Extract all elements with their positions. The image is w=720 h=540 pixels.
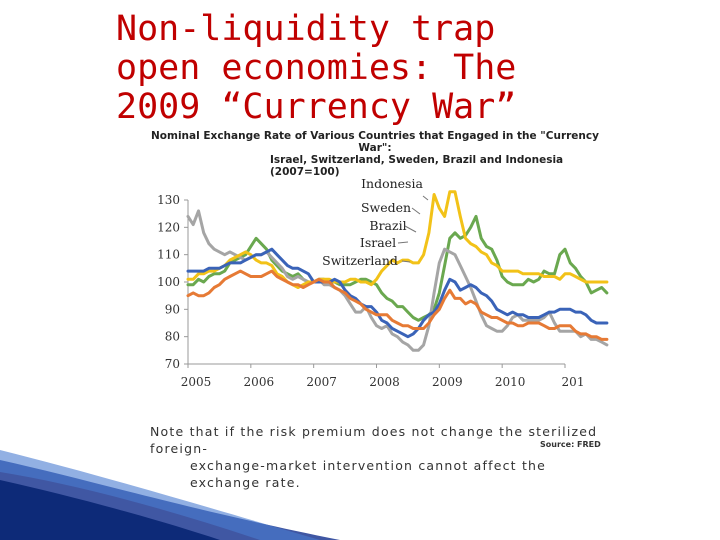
leader-line-israel <box>397 241 409 244</box>
footnote-line2: exchange-market intervention cannot affe… <box>190 458 547 490</box>
series-line-indonesia <box>186 214 609 322</box>
y-tick-label: 130 <box>157 193 180 207</box>
series-label-switzerland: Switzerland <box>322 253 398 268</box>
chart-axes: 70 80 90 100 110 120 130 2005 2006 2007 2008 2009 20… <box>157 193 584 389</box>
chart-title-line2: Israel, Switzerland, Sweden, Brazil and … <box>270 154 564 178</box>
x-tick-label: 201 <box>562 375 585 389</box>
y-tick-label: 110 <box>157 248 180 262</box>
series-labels: Indonesia Sweden Brazil Israel Switzerland <box>322 176 429 268</box>
footnote-line1: Note that if the risk premium does not c… <box>150 424 598 456</box>
leader-line-indonesia <box>422 195 429 201</box>
leader-line-switzerland <box>401 260 411 263</box>
series-line-israel <box>186 247 609 339</box>
x-tick-label: 2009 <box>432 375 463 389</box>
leader-line-brazil <box>404 225 417 233</box>
y-tick-label: 70 <box>165 357 180 371</box>
leader-line-sweden <box>411 207 421 215</box>
y-tick-label: 80 <box>165 330 180 344</box>
chart-lines <box>186 190 609 352</box>
y-tick-label: 90 <box>165 302 180 316</box>
slide-title: Non-liquidity trap open economies: The 2… <box>116 9 517 127</box>
series-label-sweden: Sweden <box>361 200 411 215</box>
decorative-swoosh <box>0 450 340 540</box>
chart-title: Nominal Exchange Rate of Various Countri… <box>140 130 610 178</box>
footnote: Note that if the risk premium does not c… <box>150 423 620 491</box>
source-label: Source: FRED <box>540 440 601 449</box>
series-label-indonesia: Indonesia <box>361 176 423 191</box>
x-tick-label: 2010 <box>495 375 526 389</box>
chart-title-line1: Nominal Exchange Rate of Various Countri… <box>151 130 599 154</box>
x-tick-label: 2007 <box>306 375 337 389</box>
x-tick-label: 2008 <box>369 375 400 389</box>
series-label-brazil: Brazil <box>369 218 406 233</box>
x-tick-label: 2005 <box>181 375 212 389</box>
series-line-switzerland <box>186 269 609 341</box>
series-label-israel: Israel <box>360 235 396 250</box>
series-line-brazil <box>186 190 609 289</box>
x-tick-label: 2006 <box>244 375 275 389</box>
y-tick-label: 120 <box>157 220 180 234</box>
y-tick-label: 100 <box>157 275 180 289</box>
